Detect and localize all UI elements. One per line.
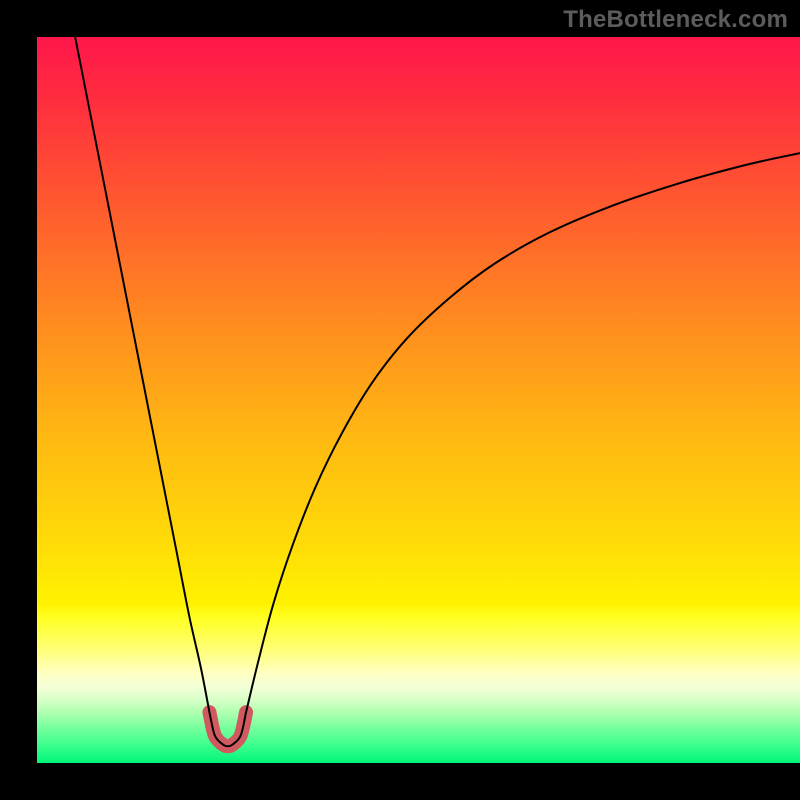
chart-container: TheBottleneck.com xyxy=(0,0,800,800)
bottleneck-curve-chart xyxy=(0,0,800,800)
plot-background xyxy=(37,37,800,763)
watermark-text: TheBottleneck.com xyxy=(563,6,788,34)
